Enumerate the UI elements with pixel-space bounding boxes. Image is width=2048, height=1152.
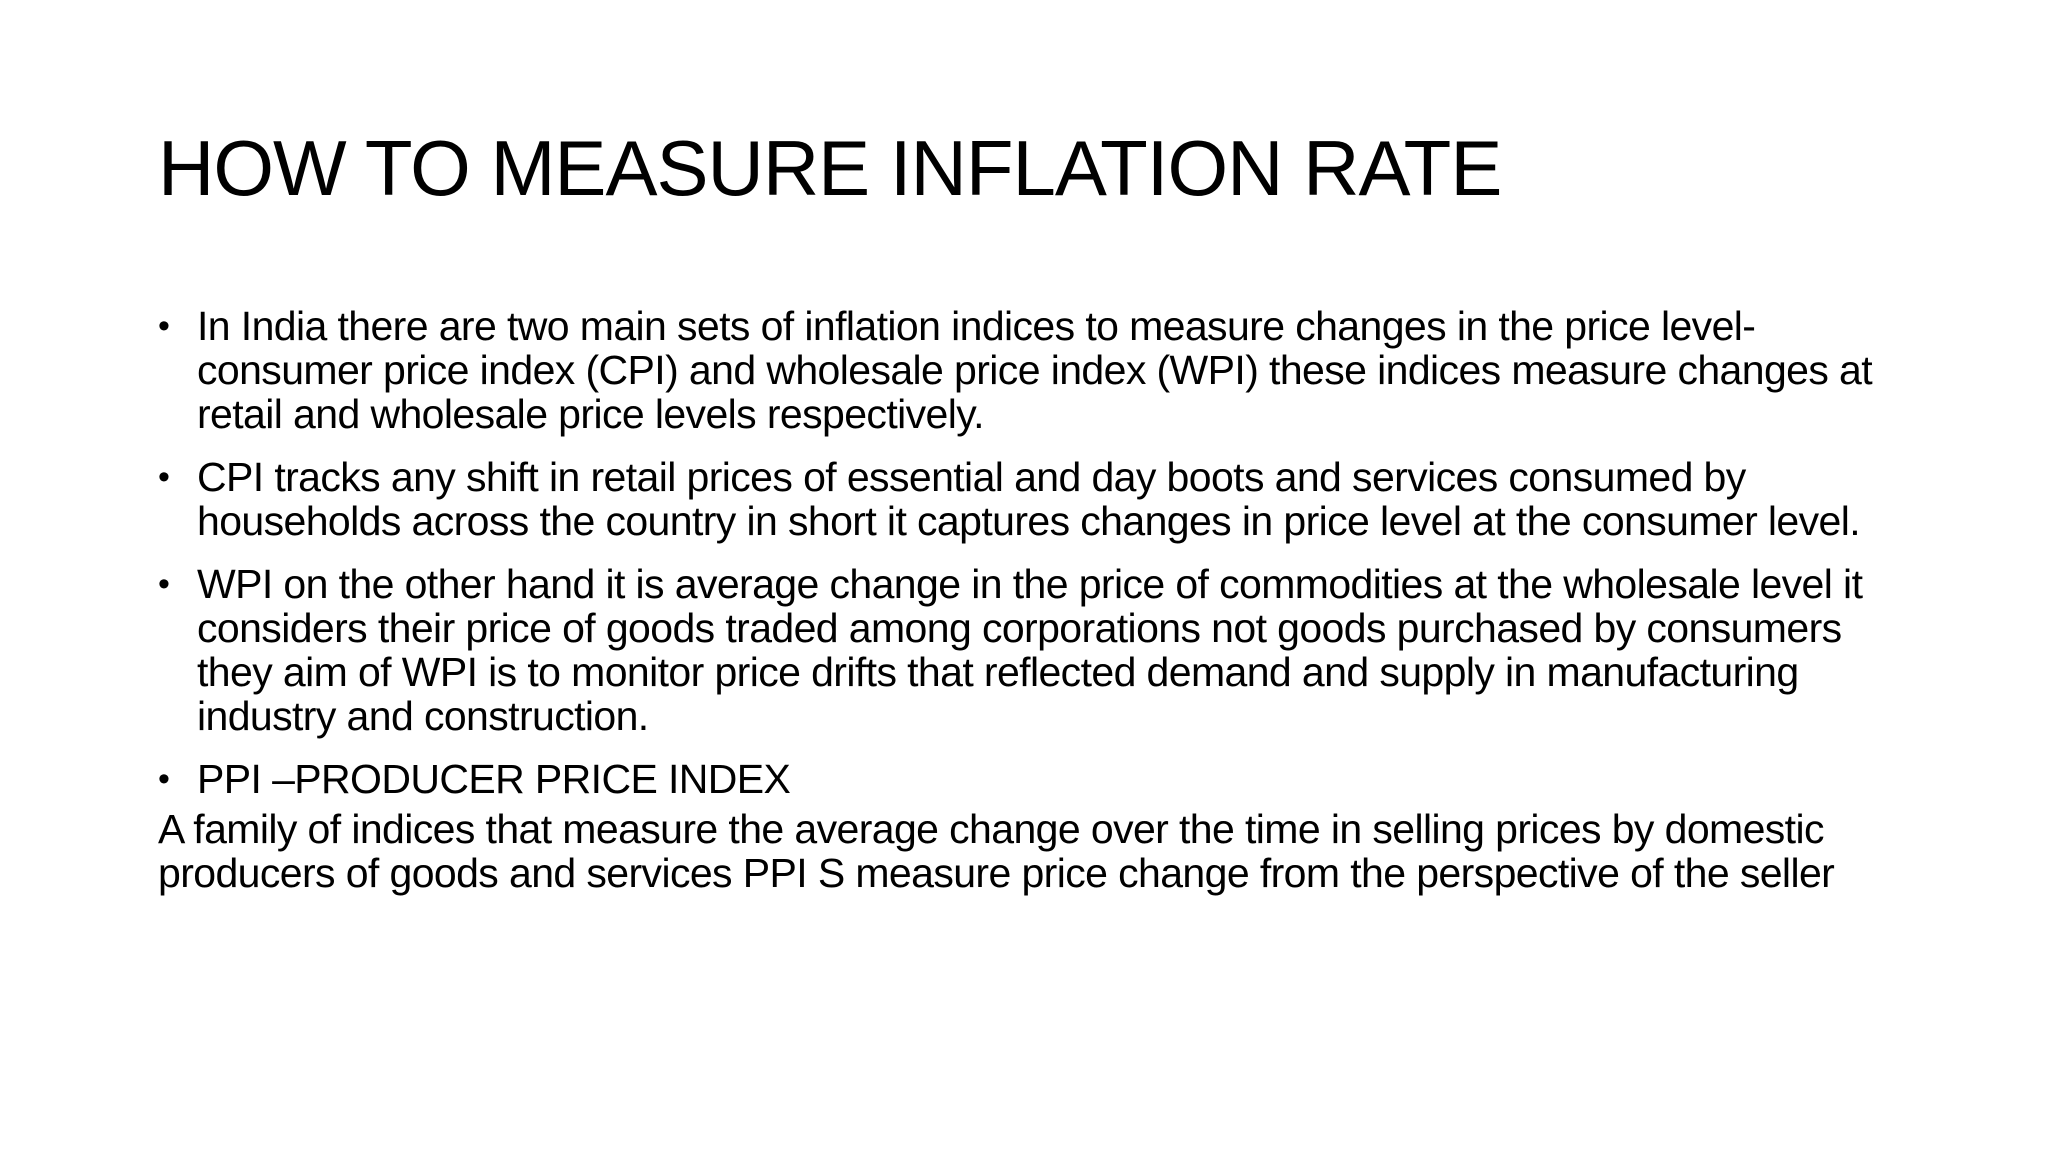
bullet-text: WPI on the other hand it is average chan… — [197, 561, 1863, 739]
bullet-item-india-indices: • In India there are two main sets of in… — [158, 304, 1898, 436]
bullet-dot-icon: • — [158, 458, 170, 496]
ppi-description-paragraph: A family of indices that measure the ave… — [158, 806, 1835, 896]
bullet-text: CPI tracks any shift in retail prices of… — [197, 454, 1861, 544]
bullet-list: • In India there are two main sets of in… — [158, 304, 1898, 801]
bullet-item-wpi: • WPI on the other hand it is average ch… — [158, 562, 1898, 738]
bullet-dot-icon: • — [158, 760, 170, 798]
bullet-item-ppi: • PPI –PRODUCER PRICE INDEX — [158, 757, 1898, 801]
bullet-dot-icon: • — [158, 307, 170, 345]
slide-body: • In India there are two main sets of in… — [158, 304, 1898, 895]
slide-title: HOW TO MEASURE INFLATION RATE — [158, 124, 1502, 212]
bullet-text: PPI –PRODUCER PRICE INDEX — [197, 756, 791, 802]
bullet-item-cpi: • CPI tracks any shift in retail prices … — [158, 455, 1898, 543]
bullet-text: In India there are two main sets of infl… — [197, 303, 1873, 437]
bullet-dot-icon: • — [158, 565, 170, 603]
